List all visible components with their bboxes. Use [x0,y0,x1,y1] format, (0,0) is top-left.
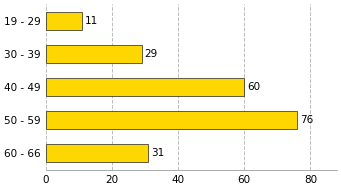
Bar [46,12,82,30]
Bar [46,144,148,162]
Bar [46,111,297,129]
Bar [46,78,244,96]
Text: 11: 11 [85,16,98,26]
Bar [46,45,142,63]
Text: 31: 31 [151,148,164,158]
Text: 76: 76 [300,115,313,125]
Text: 60: 60 [247,82,260,92]
Text: 29: 29 [144,49,158,59]
